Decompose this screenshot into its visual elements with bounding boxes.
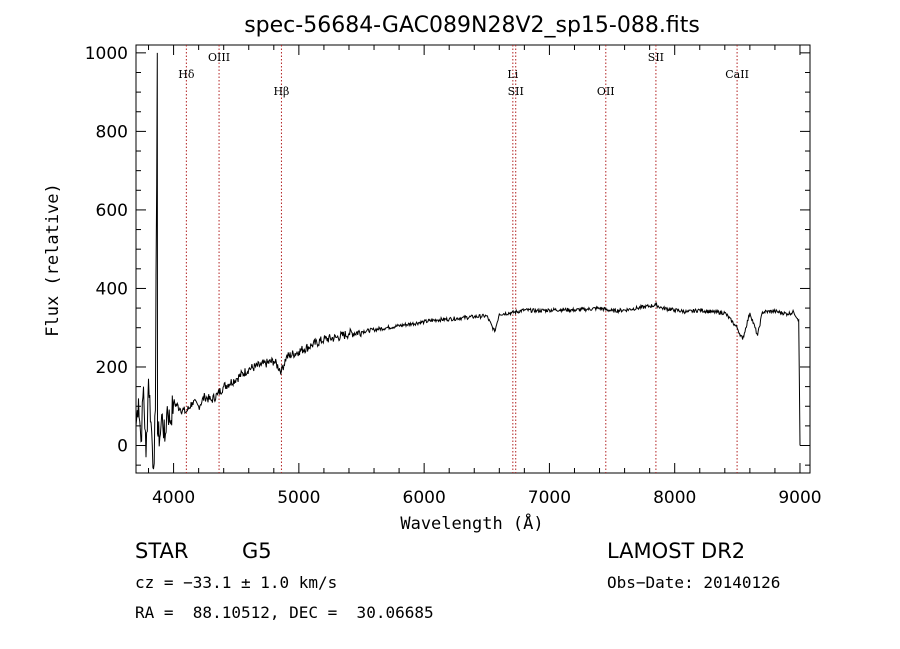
axis-ticks: 4000 5000 6000 7000 8000 9000 0 200 400 600 800 100… [85, 44, 822, 508]
observation-date: Obs−Date: 20140126 [607, 573, 781, 592]
y-tick-label: 0 [117, 437, 128, 457]
x-axis-label: Wavelength (Å) [400, 512, 543, 534]
object-class: STAR [135, 539, 189, 563]
spectral-line-markers: Hδ OIII Hβ Li SII OII SII CaII [178, 45, 749, 473]
x-tick-label: 9000 [778, 488, 821, 508]
y-tick-label: 600 [96, 201, 128, 221]
plot-frame [135, 44, 811, 474]
spectral-line-label: Li [507, 68, 518, 81]
y-tick-label: 400 [96, 279, 128, 299]
x-tick-label: 7000 [528, 488, 571, 508]
y-tick-label: 800 [96, 122, 128, 142]
spectral-line-label: CaII [725, 68, 749, 81]
coordinates: RA = 88.10512, DEC = 30.06685 [135, 603, 434, 622]
x-tick-label: 5000 [277, 488, 320, 508]
survey-name: LAMOST DR2 [607, 539, 746, 563]
chart-title: spec-56684-GAC089N28V2_sp15-088.fits [244, 13, 700, 38]
y-tick-label: 200 [96, 358, 128, 378]
y-tick-label: 1000 [85, 44, 128, 64]
spectral-line-label: OIII [208, 51, 230, 64]
redshift-velocity: cz = −33.1 ± 1.0 km/s [135, 573, 338, 592]
spectral-line-label: SII [508, 85, 524, 98]
spectrum-line [135, 52, 801, 470]
spectral-line-label: OII [597, 85, 615, 98]
x-tick-label: 4000 [152, 488, 195, 508]
object-subclass: G5 [242, 539, 272, 563]
spectral-line-label: Hδ [178, 68, 195, 81]
x-tick-label: 6000 [403, 488, 446, 508]
y-axis-label: Flux (relative) [43, 183, 63, 337]
spectral-line-label: Hβ [273, 85, 289, 98]
spectral-line-label: SII [648, 51, 664, 64]
x-tick-label: 8000 [653, 488, 696, 508]
